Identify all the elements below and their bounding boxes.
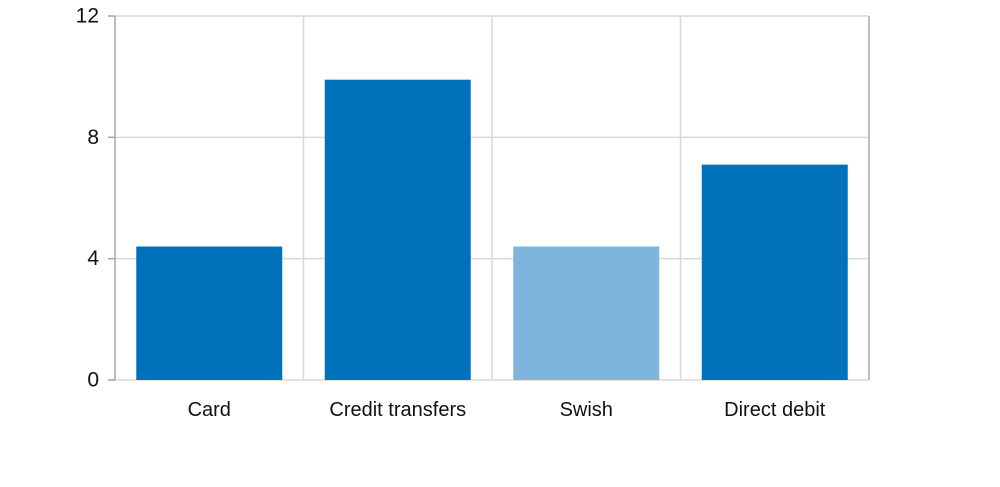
x-category-label: Credit transfers — [329, 399, 466, 421]
bar-direct-debit — [701, 164, 848, 380]
bar-card — [136, 246, 283, 380]
x-category-label: Card — [188, 399, 231, 421]
y-tick-label: 12 — [76, 5, 99, 28]
y-tick-label: 4 — [87, 247, 99, 270]
y-tick-label: 8 — [87, 126, 99, 149]
y-tick-label: 0 — [87, 369, 99, 392]
x-category-label: Direct debit — [724, 399, 826, 421]
x-category-label: Swish — [560, 399, 613, 421]
bar-credit-transfers — [324, 79, 471, 380]
bar-swish — [513, 246, 660, 380]
